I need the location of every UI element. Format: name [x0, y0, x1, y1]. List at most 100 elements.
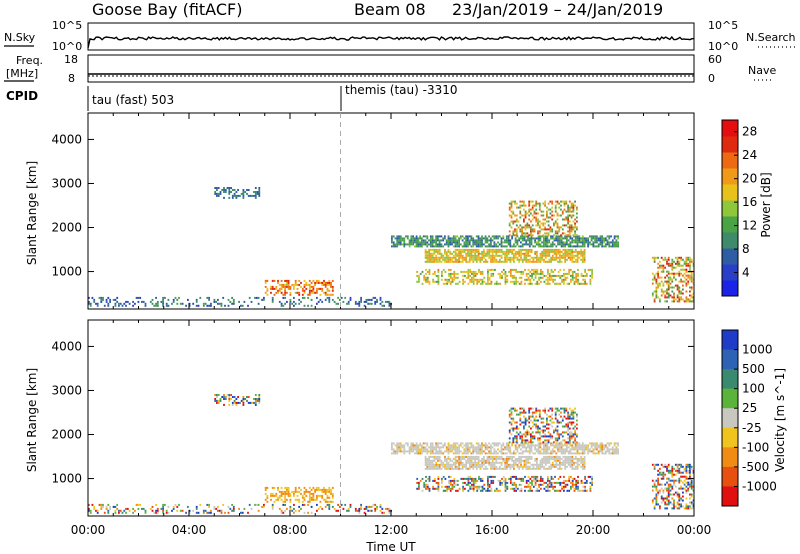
velocity-cell: [294, 490, 297, 493]
power-cell: [524, 234, 527, 237]
power-cell: [475, 245, 478, 248]
velocity-cell: [323, 498, 325, 501]
power-cell: [551, 218, 554, 221]
power-cell: [523, 258, 526, 261]
velocity-cell: [475, 446, 478, 449]
velocity-cell: [518, 452, 521, 455]
velocity-cell: [532, 444, 535, 447]
power-cell: [484, 258, 487, 261]
power-cell: [399, 237, 402, 240]
power-cell: [291, 302, 294, 305]
power-cell: [447, 248, 450, 251]
power-cell: [617, 245, 619, 248]
velocity-cell: [522, 477, 525, 480]
power-cell: [576, 258, 579, 261]
power-cell: [463, 241, 466, 244]
velocity-cell: [445, 450, 448, 453]
power-cell: [331, 279, 334, 282]
power-cell: [494, 282, 496, 285]
power-cell: [452, 256, 455, 259]
velocity-cell: [463, 465, 466, 468]
power-cell: [536, 258, 538, 261]
power-cell: [547, 228, 550, 231]
velocity-cell: [574, 455, 577, 458]
power-cell: [510, 200, 513, 203]
velocity-cell: [527, 475, 530, 478]
power-cell: [690, 274, 693, 277]
power-cell: [515, 224, 518, 227]
power-cell: [451, 239, 453, 242]
velocity-cell: [228, 398, 231, 400]
power-cell: [544, 241, 547, 244]
power-cell: [504, 280, 507, 283]
velocity-cell: [558, 446, 561, 449]
power-cell: [571, 252, 574, 255]
power-cell: [664, 296, 667, 299]
velocity-cell: [511, 444, 513, 447]
power-cell: [660, 276, 663, 279]
velocity-cell: [460, 477, 463, 480]
power-cell: [669, 262, 672, 265]
velocity-cell: [495, 459, 498, 462]
velocity-cell: [561, 435, 564, 438]
power-cell: [657, 262, 659, 265]
power-cell: [516, 252, 519, 255]
power-cell: [374, 296, 377, 299]
power-cell: [564, 256, 567, 259]
power-cell: [553, 252, 556, 255]
velocity-cell: [474, 457, 476, 460]
power-cell: [237, 194, 239, 197]
power-cell: [674, 262, 677, 265]
power-cell: [317, 300, 320, 303]
power-cell: [576, 245, 579, 248]
power-cell: [483, 260, 485, 263]
power-cell: [102, 296, 104, 299]
power-cell: [491, 235, 494, 238]
velocity-cell: [253, 401, 255, 404]
velocity-cell: [490, 450, 492, 453]
power-cell: [403, 241, 406, 244]
power-cell: [263, 298, 265, 301]
velocity-cell: [432, 485, 434, 488]
power-cell: [303, 289, 306, 292]
velocity-cell: [591, 477, 593, 480]
power-cell: [537, 258, 540, 261]
power-cell: [293, 304, 295, 307]
power-cell: [275, 285, 278, 288]
power-cell: [548, 248, 551, 251]
velocity-cell: [549, 437, 552, 440]
power-cell: [440, 256, 443, 259]
power-cell: [312, 291, 315, 294]
velocity-cell: [229, 507, 232, 510]
velocity-cell: [554, 439, 557, 442]
velocity-cell: [467, 483, 470, 486]
power-cell: [525, 278, 528, 281]
velocity-echo-cells: [88, 394, 695, 514]
velocity-cell: [573, 457, 575, 460]
power-cell: [328, 298, 331, 301]
velocity-cell: [490, 452, 492, 455]
velocity-cell: [563, 431, 566, 434]
power-cell: [488, 250, 491, 253]
power-cell: [328, 300, 331, 303]
velocity-cell: [179, 509, 182, 512]
velocity-cell: [472, 465, 475, 468]
velocity-cell: [531, 411, 534, 414]
velocity-cell: [435, 465, 438, 468]
power-cell: [497, 245, 499, 248]
velocity-cell: [321, 488, 324, 491]
velocity-cell: [560, 441, 562, 444]
velocity-cell: [280, 492, 283, 495]
velocity-cell: [481, 442, 483, 445]
velocity-cell: [567, 433, 569, 436]
power-cell: [507, 256, 510, 259]
velocity-cell: [392, 442, 395, 445]
velocity-cell: [530, 441, 532, 444]
power-cell: [88, 302, 90, 305]
power-cell: [530, 248, 533, 251]
power-cell: [566, 276, 569, 279]
velocity-cell: [504, 467, 506, 470]
velocity-cell: [564, 459, 567, 462]
velocity-cell: [597, 444, 600, 447]
power-cell: [464, 270, 466, 273]
